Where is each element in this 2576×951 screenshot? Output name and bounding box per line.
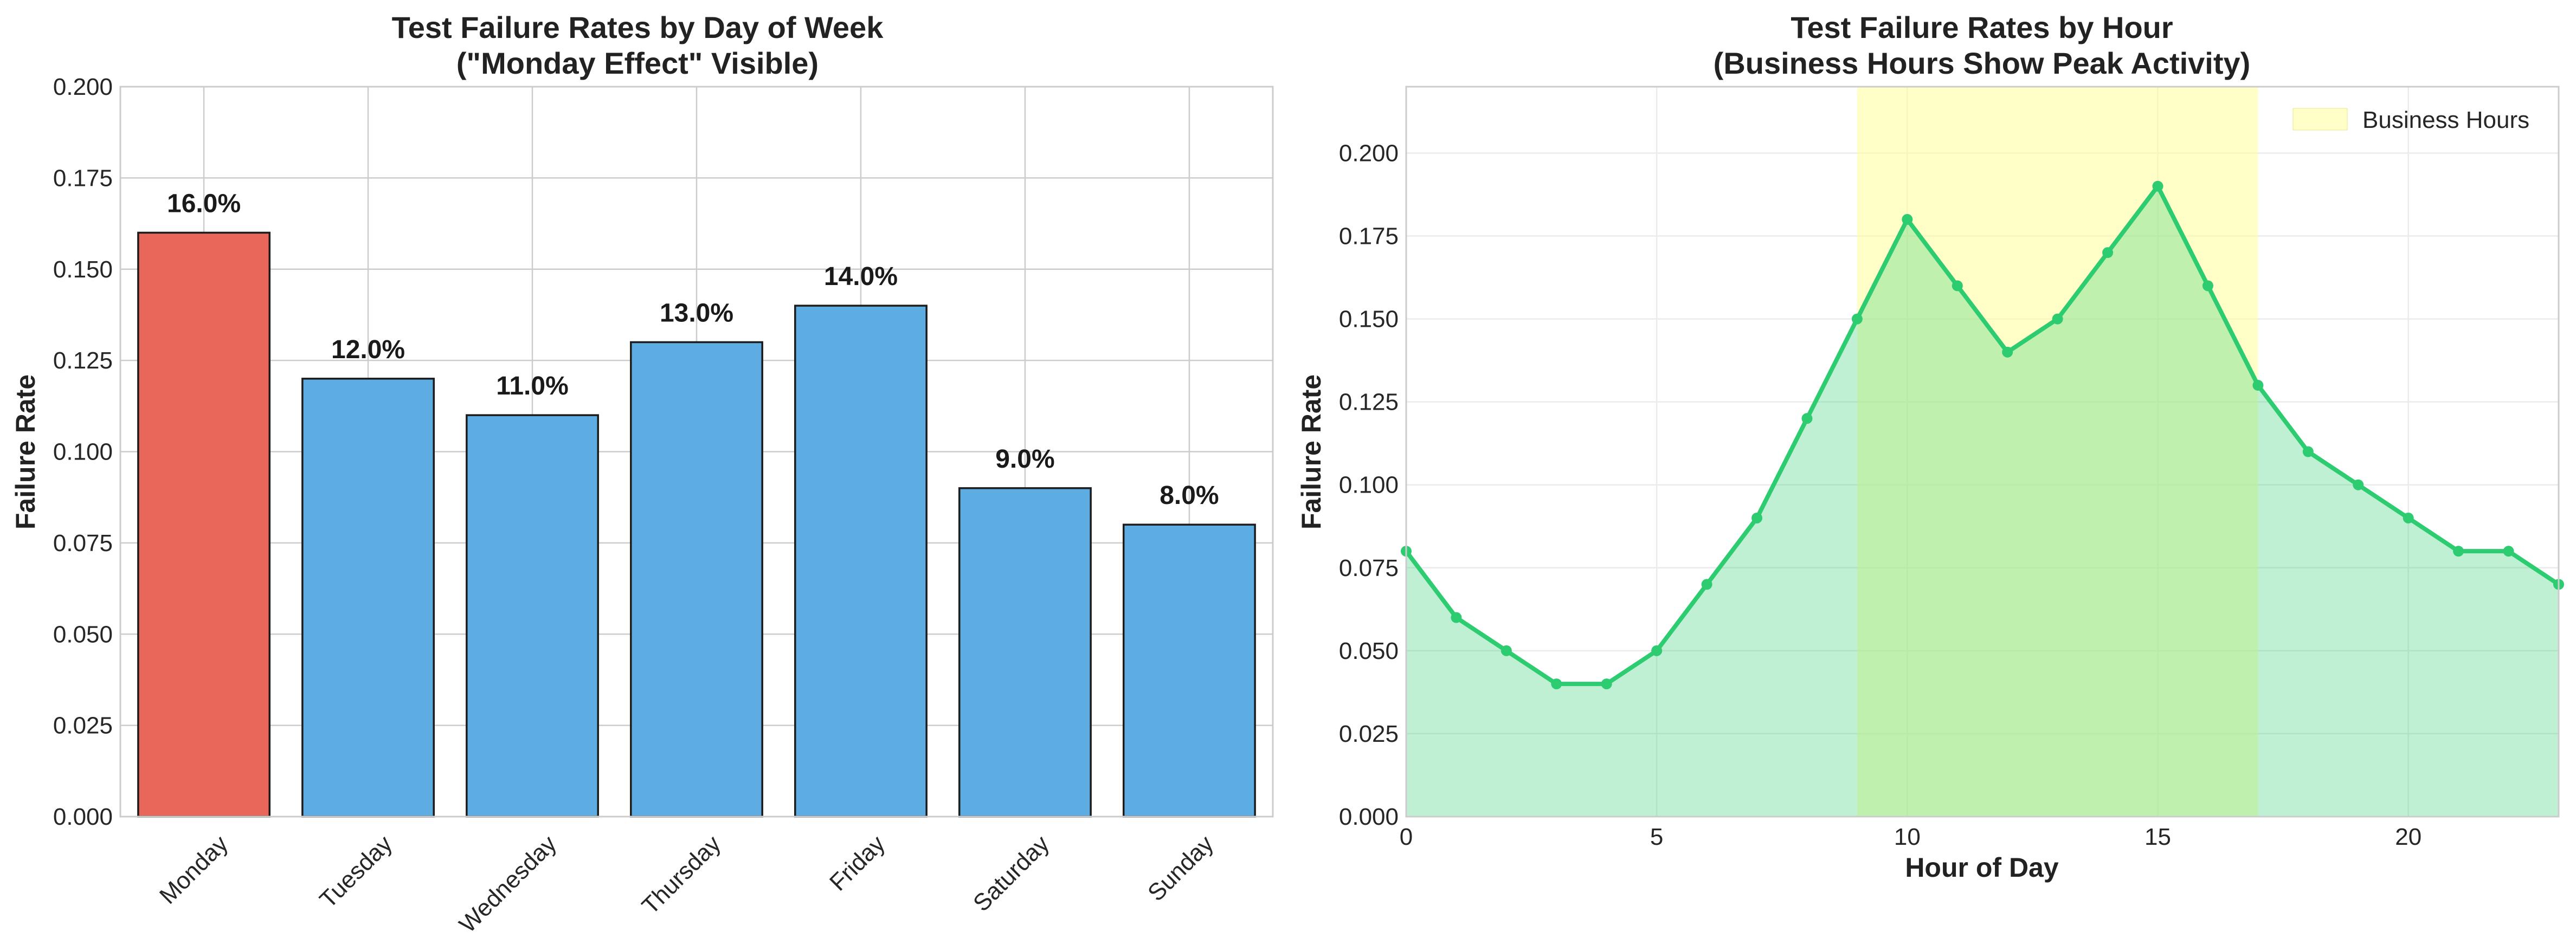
right-y-tick-label: 0.175 bbox=[1339, 223, 1399, 250]
series-line bbox=[1404, 184, 2560, 687]
bar-value-label: 14.0% bbox=[824, 262, 898, 291]
right-y-tick-label: 0.125 bbox=[1339, 389, 1399, 416]
bar-tuesday bbox=[301, 378, 435, 818]
left-x-tick-label: Sunday bbox=[1143, 830, 1219, 906]
data-point-hour-21 bbox=[2453, 546, 2464, 557]
data-point-hour-10 bbox=[1902, 214, 1913, 225]
right-y-tick-label: 0.100 bbox=[1339, 472, 1399, 499]
day-of-week-bar-chart: Test Failure Rates by Day of Week ("Mond… bbox=[10, 10, 1274, 938]
bar-sunday bbox=[1122, 523, 1256, 818]
data-point-hour-4 bbox=[1601, 678, 1612, 690]
right-chart-title: Test Failure Rates by Hour bbox=[1791, 10, 2173, 44]
failure-rate-area bbox=[1406, 186, 2559, 817]
data-point-hour-2 bbox=[1500, 645, 1512, 656]
left-bars: 16.0% 12.0% 11.0% 13.0% 14.0% 9.0% 8.0% bbox=[137, 189, 1256, 818]
data-point-hour-20 bbox=[2403, 512, 2414, 523]
left-y-tick-label: 0.200 bbox=[53, 74, 113, 100]
business-hours-region bbox=[1857, 87, 2258, 817]
right-y-tick-label: 0.200 bbox=[1339, 140, 1399, 166]
left-y-tick-label: 0.050 bbox=[53, 621, 113, 648]
data-point-hour-22 bbox=[2503, 546, 2514, 557]
left-y-tick-label: 0.150 bbox=[53, 256, 113, 283]
right-x-tick-label: 0 bbox=[1400, 824, 1413, 850]
left-y-tick-label: 0.075 bbox=[53, 530, 113, 557]
left-x-tick-label: Saturday bbox=[968, 830, 1054, 916]
data-point-hour-11 bbox=[1952, 280, 1963, 292]
right-x-tick-label: 20 bbox=[2395, 824, 2422, 850]
hourly-line-chart: Test Failure Rates by Hour (Business Hou… bbox=[1296, 10, 2564, 883]
right-plot-frame bbox=[1405, 86, 2560, 818]
left-chart-title: Test Failure Rates by Day of Week bbox=[392, 10, 884, 44]
data-point-hour-18 bbox=[2302, 446, 2314, 457]
right-y-tick-label: 0.000 bbox=[1339, 804, 1399, 830]
bar-saturday bbox=[958, 487, 1092, 818]
right-chart-subtitle: (Business Hours Show Peak Activity) bbox=[1714, 46, 2251, 80]
area-fill bbox=[1406, 186, 2559, 817]
data-point-hour-12 bbox=[2002, 346, 2013, 358]
right-y-tick-label: 0.075 bbox=[1339, 555, 1399, 581]
right-x-tick-label: 15 bbox=[2144, 824, 2171, 850]
data-point-hour-8 bbox=[1801, 413, 1813, 424]
data-point-hour-5 bbox=[1651, 645, 1663, 656]
left-y-tick-label: 0.025 bbox=[53, 713, 113, 739]
failure-rate-line bbox=[1404, 184, 2560, 687]
right-y-tick-label: 0.025 bbox=[1339, 721, 1399, 747]
data-point-hour-16 bbox=[2202, 280, 2213, 292]
failure-rate-points bbox=[1401, 180, 2564, 690]
data-point-hour-3 bbox=[1551, 678, 1562, 690]
data-point-hour-15 bbox=[2152, 180, 2163, 192]
bar-value-label: 16.0% bbox=[167, 189, 241, 218]
data-point-hour-14 bbox=[2102, 247, 2114, 258]
left-y-tick-label: 0.125 bbox=[53, 347, 113, 374]
legend: Business Hours bbox=[2292, 107, 2529, 133]
data-point-hour-1 bbox=[1451, 612, 1462, 623]
data-point-hour-7 bbox=[1751, 512, 1763, 523]
bar-value-label: 9.0% bbox=[995, 445, 1054, 474]
bar-value-label: 11.0% bbox=[496, 372, 568, 400]
left-x-tick-label: Friday bbox=[825, 830, 890, 896]
left-plot-frame bbox=[119, 86, 1274, 818]
data-point-hour-13 bbox=[2052, 313, 2063, 325]
bar-value-label: 8.0% bbox=[1160, 481, 1219, 510]
right-y-axis-label: Failure Rate bbox=[1296, 374, 1326, 529]
left-chart-subtitle: ("Monday Effect" Visible) bbox=[456, 46, 819, 80]
right-x-tick-label: 5 bbox=[1650, 824, 1663, 850]
bar-friday bbox=[794, 305, 928, 818]
business-hours-band bbox=[1857, 87, 2258, 817]
left-x-tick-label: Wednesday bbox=[454, 830, 562, 937]
bar-value-label: 12.0% bbox=[331, 335, 405, 364]
right-x-axis-label: Hour of Day bbox=[1905, 852, 2059, 883]
bar-monday bbox=[137, 231, 271, 818]
left-x-tick-label: Thursday bbox=[637, 830, 726, 919]
legend-swatch-business-hours bbox=[2292, 108, 2348, 131]
bar-thursday bbox=[630, 341, 763, 818]
left-y-tick-label: 0.100 bbox=[53, 439, 113, 465]
bar-value-label: 13.0% bbox=[660, 299, 733, 327]
data-point-hour-19 bbox=[2353, 479, 2364, 490]
left-x-tick-label: Tuesday bbox=[314, 830, 397, 913]
right-ticks: 0.000 0.025 0.050 0.075 0.100 0.125 0.150 0.175… bbox=[1339, 140, 2422, 850]
left-y-tick-label: 0.000 bbox=[53, 804, 113, 830]
data-point-hour-9 bbox=[1851, 313, 1863, 325]
legend-label-business-hours: Business Hours bbox=[2362, 107, 2529, 133]
right-x-tick-label: 10 bbox=[1894, 824, 1921, 850]
data-point-hour-17 bbox=[2252, 380, 2264, 391]
right-y-tick-label: 0.050 bbox=[1339, 638, 1399, 664]
left-y-axis-label: Failure Rate bbox=[10, 374, 41, 529]
bar-wednesday bbox=[466, 414, 599, 818]
left-y-tick-label: 0.175 bbox=[53, 165, 113, 191]
right-y-tick-label: 0.150 bbox=[1339, 306, 1399, 333]
data-point-hour-6 bbox=[1701, 579, 1712, 590]
left-x-tick-label: Monday bbox=[154, 830, 233, 909]
